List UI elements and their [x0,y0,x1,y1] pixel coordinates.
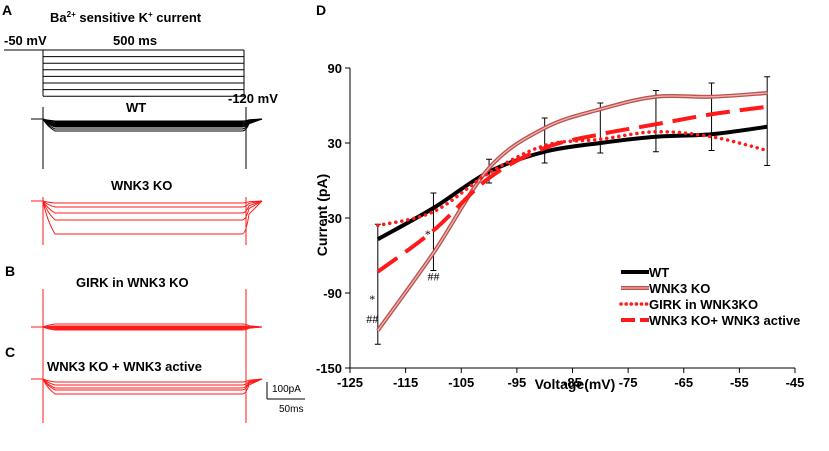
x-tick-label: -105 [448,375,474,390]
significance-mark: ## [366,312,378,326]
significance-mark: ## [427,270,439,284]
scale-bar-current: 100pA [272,384,301,395]
scale-bar [266,382,305,400]
series-line-girk-in-wnk3ko [376,129,769,228]
voltage-protocol [4,49,245,97]
significance-mark: * [425,227,431,241]
x-tick-label: -95 [507,375,526,390]
legend-label-wnk3-ko-wnk3-active: WNK3 KO+ WNK3 active [649,313,800,328]
active-sweep [31,378,263,383]
legend-label-wnk3-ko: WNK3 KO [649,281,710,296]
ko-sweep [31,200,263,221]
iv-chart: -150 -90 -30 30 90 -125 -115 -105 -95 -85 -75 -65 -5… [316,61,804,390]
panel-a-letter: A [2,2,12,18]
x-tick-label: -115 [393,375,418,390]
wt-trace-label: WT [126,100,146,115]
y-tick-label: 30 [328,136,342,151]
wt-sweep [31,118,263,132]
x-tick-label: -65 [674,375,693,390]
x-tick-label: -125 [337,375,363,390]
girk-trace-label: GIRK in WNK3 KO [76,275,189,290]
panel-a-title: Ba2+ sensitive K+ current [50,10,202,25]
y-tick-label: -150 [316,361,342,376]
x-tick-label: -85 [563,375,582,390]
x-tick-label: -45 [786,375,805,390]
active-trace-label: WNK3 KO + WNK3 active [47,359,202,374]
title-sup2: + [148,10,153,19]
panel-c-letter: C [5,344,15,360]
x-tick-label: -75 [619,375,638,390]
ko-trace-label: WNK3 KO [111,178,172,193]
legend-label-girk-in-wnk3ko: GIRK in WNK3KO [649,297,758,312]
panel-b-letter: B [5,263,15,279]
girk-sweep [31,326,263,331]
y-tick-label: 90 [328,61,342,76]
series-line-wnk3-ko [377,92,768,331]
active-sweep [31,378,263,391]
ko-sweep [31,200,263,208]
hold-potential-label: -50 mV [4,33,47,48]
active-sweep [31,378,263,386]
wt-sweep [31,118,263,122]
ko-sweep [31,200,263,214]
scale-bar-time: 50ms [279,404,303,415]
wt-current-traces [31,107,263,169]
y-tick-label: -30 [323,211,342,226]
panel-d-letter: D [316,2,326,18]
title-ba: Ba [50,10,67,25]
girk-sweep [31,323,263,328]
series-line-wnk3-ko-wnk3-active [376,104,768,274]
title-end: current [153,10,202,25]
ko-current-traces [31,197,263,245]
y-tick-label: -90 [323,286,342,301]
legend-label-wt: WT [649,265,669,280]
duration-label: 500 ms [113,33,157,48]
ko-sweep [31,200,263,235]
active-current-traces [31,363,263,423]
title-mid: sensitive K [76,10,149,25]
title-sup: 2+ [67,10,76,19]
step-potential-label: -120 mV [228,91,278,106]
series-line-wt [376,124,768,241]
active-sweep [31,378,263,389]
x-axis-label: Voltage(mV) [535,376,616,392]
girk-current-traces [31,289,263,377]
active-sweep [31,378,263,395]
x-tick-label: -55 [730,375,749,390]
ko-sweep [31,200,263,204]
y-axis-label: Current (pA) [314,174,330,256]
significance-mark: * [369,292,375,306]
